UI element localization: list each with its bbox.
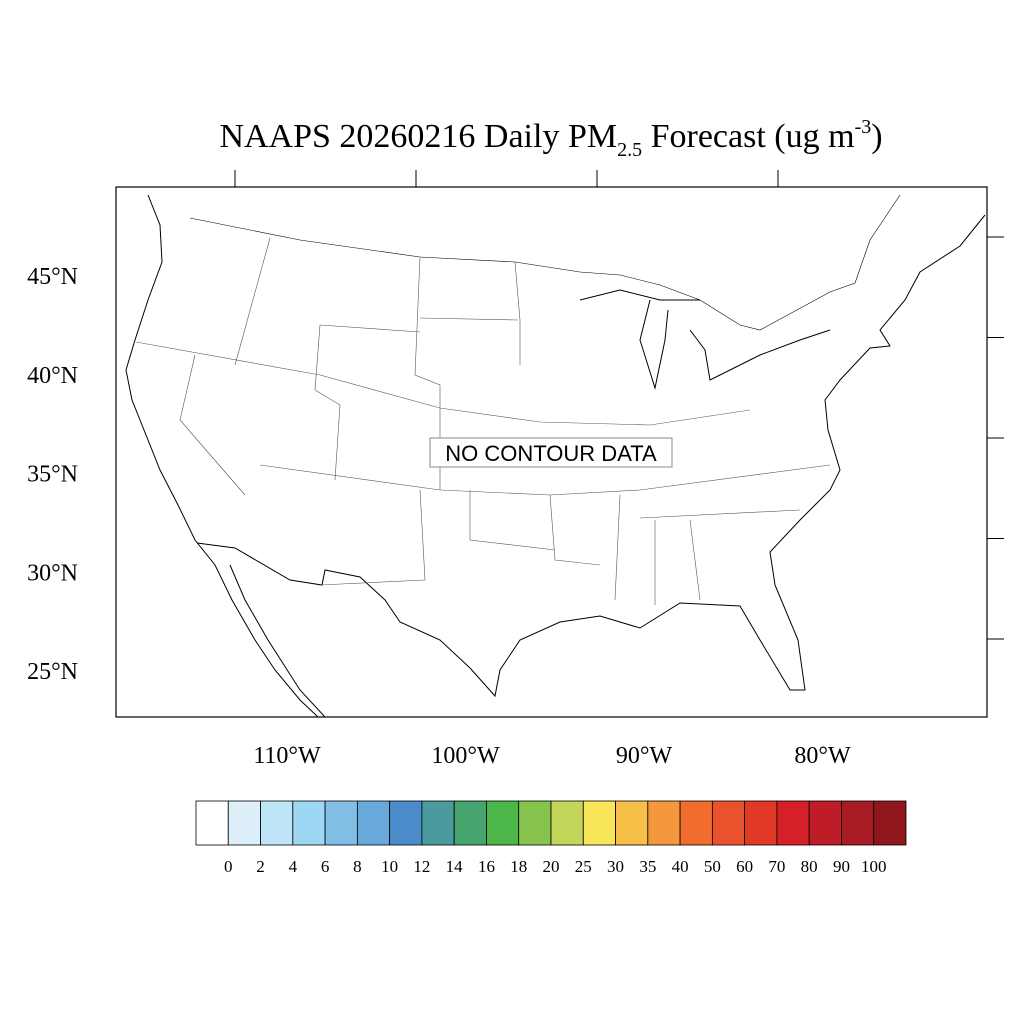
lon-label: 80°W: [794, 743, 851, 769]
colorbar-box: [421, 800, 455, 846]
title-main: NAAPS 20260216 Daily PM: [219, 118, 617, 155]
colorbar-box: [679, 800, 713, 846]
colorbar-label: 0: [224, 857, 233, 876]
lon-label: 100°W: [431, 743, 500, 769]
colorbar-box: [260, 800, 294, 846]
baja: [229, 564, 326, 717]
colorbar-label: 100: [861, 857, 887, 876]
colorbar-label: 8: [353, 857, 362, 876]
colorbar-label: 20: [543, 857, 560, 876]
canada-border: [189, 194, 901, 331]
colorbar-box: [711, 800, 746, 846]
colorbar-box: [227, 800, 261, 846]
colorbar-box: [615, 800, 649, 846]
colorbar-box: [776, 800, 810, 846]
colorbar-box: [292, 800, 326, 846]
colorbar-label: 4: [289, 857, 298, 876]
title: NAAPS 20260216 Daily PM2.5 Forecast (ug …: [219, 116, 882, 161]
colorbar-label: 10: [381, 857, 398, 876]
colorbar-label: 18: [510, 857, 527, 876]
state-lines: [135, 237, 831, 605]
title-superscript: -3: [855, 116, 872, 138]
lat-label: 40°N: [27, 363, 78, 389]
colorbar-label: 35: [639, 857, 656, 876]
coastline: [125, 194, 986, 717]
lat-label: 35°N: [27, 462, 78, 488]
title-middle: Forecast (ug m: [642, 118, 854, 155]
lon-label: 90°W: [616, 743, 673, 769]
colorbar-label: 14: [446, 857, 464, 876]
colorbar-label: 16: [478, 857, 495, 876]
colorbar-label: 25: [575, 857, 592, 876]
lat-label: 30°N: [27, 560, 78, 586]
lon-label: 110°W: [253, 743, 321, 769]
map-frame: [115, 186, 988, 718]
title-end: ): [871, 118, 882, 155]
colorbar-label: 6: [321, 857, 330, 876]
colorbar-box: [389, 800, 423, 846]
colorbar-box: [356, 800, 391, 846]
colorbar-box: [518, 800, 552, 846]
colorbar-label: 40: [672, 857, 689, 876]
lat-label: 45°N: [27, 264, 78, 290]
great-lakes: [579, 289, 831, 390]
notice-box: [429, 437, 673, 468]
map-lines: [125, 194, 986, 717]
colorbar-label: 30: [607, 857, 624, 876]
colorbar-box: [550, 800, 584, 846]
notice-text: NO CONTOUR DATA: [445, 441, 657, 466]
colorbar-label: 12: [413, 857, 430, 876]
colorbar-box: [841, 800, 875, 846]
colorbar-label: 50: [704, 857, 721, 876]
colorbar-box: [486, 800, 520, 846]
colorbar-box: [582, 800, 616, 846]
lat-label: 25°N: [27, 659, 78, 685]
colorbar-box: [808, 800, 842, 846]
colorbar-box: [324, 800, 358, 846]
colorbar-label: 60: [736, 857, 753, 876]
colorbar-box: [647, 800, 681, 846]
colorbar-label: 90: [833, 857, 850, 876]
colorbar-label: 70: [768, 857, 785, 876]
colorbar-label: 2: [256, 857, 265, 876]
colorbar-box: [195, 800, 229, 846]
colorbar-box: [453, 800, 487, 846]
colorbar-box: [744, 800, 778, 846]
colorbar-box: [873, 800, 907, 846]
colorbar-label: 80: [801, 857, 818, 876]
title-subscript: 2.5: [617, 139, 642, 161]
